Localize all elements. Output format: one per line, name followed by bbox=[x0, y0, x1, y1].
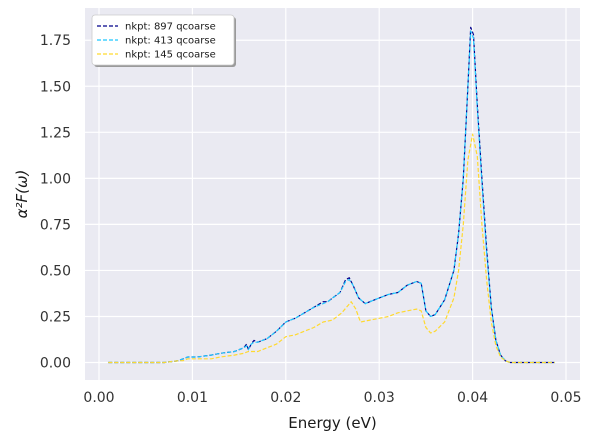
x-axis-ticks: 0.00 0.01 0.02 0.03 0.04 0.05 bbox=[83, 390, 581, 406]
legend-label-1: nkpt: 413 qcoarse bbox=[125, 36, 216, 47]
x-tick-label: 0.02 bbox=[270, 390, 301, 406]
y-tick-label: 0.75 bbox=[40, 217, 71, 233]
y-axis-ticks: 0.00 0.25 0.50 0.75 1.00 1.25 1.50 1.75 bbox=[40, 33, 71, 371]
plot-area bbox=[85, 8, 580, 380]
y-tick-label: 0.25 bbox=[40, 309, 71, 325]
y-tick-label: 0.00 bbox=[40, 356, 71, 372]
y-tick-label: 0.50 bbox=[40, 263, 71, 279]
series-line-1 bbox=[108, 30, 555, 364]
series-lines bbox=[108, 26, 555, 364]
x-tick-label: 0.01 bbox=[177, 390, 208, 406]
y-tick-label: 1.75 bbox=[40, 33, 71, 49]
legend-label-0: nkpt: 897 qcoarse bbox=[125, 22, 216, 33]
y-axis-label: α²F(ω) bbox=[13, 170, 31, 219]
grid bbox=[85, 8, 580, 380]
x-tick-label: 0.04 bbox=[457, 390, 488, 406]
legend-label-2: nkpt: 145 qcoarse bbox=[125, 50, 216, 61]
y-tick-label: 1.25 bbox=[40, 125, 71, 141]
x-tick-label: 0.03 bbox=[364, 390, 395, 406]
legend: nkpt: 897 qcoarse nkpt: 413 qcoarse nkpt: … bbox=[91, 14, 236, 67]
y-tick-label: 1.00 bbox=[40, 171, 71, 187]
legend-box bbox=[91, 14, 235, 66]
y-tick-label: 1.50 bbox=[40, 79, 71, 95]
x-axis-label: Energy (eV) bbox=[288, 414, 376, 432]
x-tick-label: 0.00 bbox=[83, 390, 114, 406]
series-line-2 bbox=[108, 133, 555, 364]
x-tick-label: 0.05 bbox=[550, 390, 581, 406]
